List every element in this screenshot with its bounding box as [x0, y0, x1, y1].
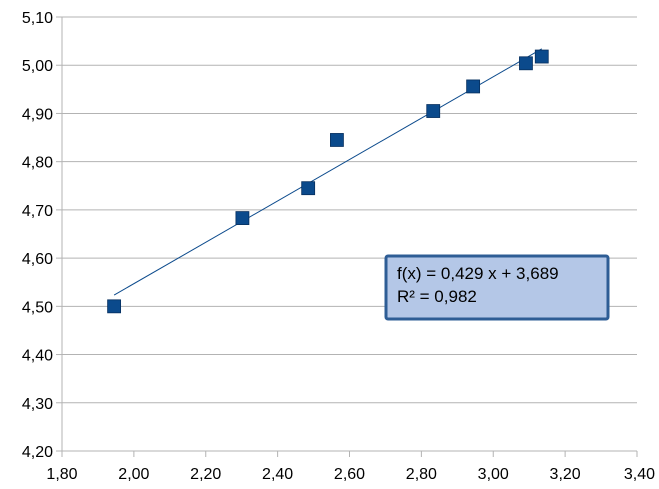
y-tick-labels: 4,20 4,30 4,40 4,50 4,60 4,70 4,80 4,90 5,00 5,10: [22, 10, 53, 461]
data-point: [107, 299, 122, 314]
data-point: [519, 56, 533, 71]
axes: [56, 16, 638, 457]
y-tick-label: 4,60: [22, 251, 53, 268]
x-tick-label: 1,80: [46, 466, 77, 483]
equation-box: f(x) = 0,429 x + 3,689 R² = 0,982: [384, 254, 610, 321]
data-point: [534, 49, 549, 64]
data-point: [301, 181, 316, 196]
x-tick-label: 2,80: [406, 466, 437, 483]
y-tick-label: 4,90: [22, 106, 53, 123]
x-tick-label: 2,00: [118, 466, 149, 483]
data-point: [330, 133, 344, 147]
y-tick-label: 4,20: [22, 444, 53, 461]
r-squared-text: R² = 0,982: [397, 287, 477, 306]
x-tick-label: 3,00: [478, 466, 509, 483]
y-tick-label: 4,70: [22, 203, 53, 220]
y-tick-label: 5,00: [22, 58, 53, 75]
y-tick-label: 4,30: [22, 396, 53, 413]
x-tick-label: 3,40: [624, 466, 655, 483]
equation-box-frame: [384, 254, 610, 321]
x-tick-label: 2,40: [262, 466, 293, 483]
x-tick-label: 3,20: [550, 466, 581, 483]
equation-text: f(x) = 0,429 x + 3,689: [397, 264, 559, 283]
data-point: [235, 211, 250, 225]
y-tick-label: 4,40: [22, 348, 53, 365]
data-points: [107, 49, 549, 314]
data-point: [466, 79, 481, 94]
x-tick-label: 2,60: [334, 466, 365, 483]
x-tick-labels: 1,80 2,00 2,20 2,40 2,60 2,80 3,00 3,20 3,40: [46, 466, 655, 483]
y-tick-label: 5,10: [22, 10, 53, 27]
y-tick-label: 4,50: [22, 299, 53, 316]
data-point: [426, 104, 441, 118]
x-tick-label: 2,20: [190, 466, 221, 483]
grid-lines: [62, 16, 637, 452]
y-tick-label: 4,80: [22, 155, 53, 172]
